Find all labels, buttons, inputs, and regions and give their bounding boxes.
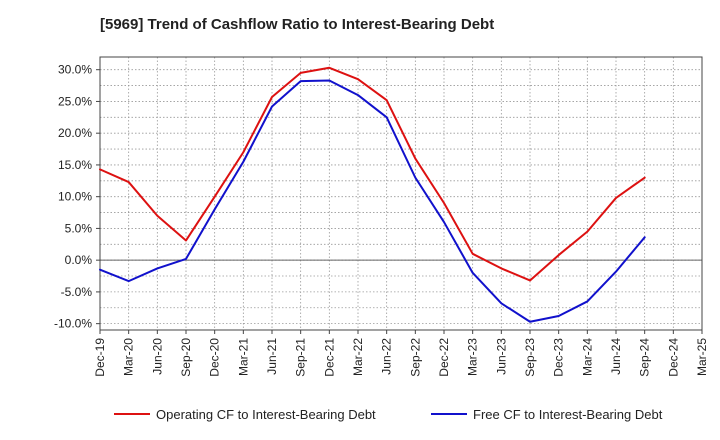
x-tick-label: Mar-25 [695,338,709,376]
x-tick-label: Dec-21 [322,338,336,377]
x-tick-label: Mar-21 [236,338,250,376]
y-tick-label: 15.0% [58,158,92,172]
x-tick-label: Dec-22 [437,338,451,377]
x-tick-label: Dec-20 [208,338,222,377]
x-tick-label: Mar-24 [580,338,594,376]
y-tick-label: -10.0% [54,317,92,331]
x-tick-label: Mar-23 [466,338,480,376]
y-tick-label: 0.0% [65,253,93,267]
x-tick-label: Dec-23 [552,338,566,377]
x-tick-label: Sep-22 [408,338,422,377]
x-tick-label: Sep-21 [294,338,308,377]
y-tick-label: 25.0% [58,94,92,108]
x-tick-label: Mar-22 [351,338,365,376]
x-tick-label: Sep-20 [179,338,193,377]
x-tick-label: Sep-23 [523,338,537,377]
y-tick-label: -5.0% [61,285,93,299]
y-tick-label: 10.0% [58,190,92,204]
chart-title: [5969] Trend of Cashflow Ratio to Intere… [100,16,495,33]
x-tick-label: Jun-20 [150,338,164,375]
legend-label-2: Free CF to Interest-Bearing Debt [473,407,663,422]
legend-label-1: Operating CF to Interest-Bearing Debt [156,407,376,422]
x-tick-label: Dec-19 [93,338,107,377]
x-tick-label: Jun-22 [380,338,394,375]
series-line-1 [99,66,646,282]
series-line-2 [99,79,646,323]
x-tick-label: Jun-23 [494,338,508,375]
x-tick-label: Dec-24 [666,338,680,377]
y-tick-label: 5.0% [65,221,93,235]
plot-area [100,57,702,330]
plot-frame [99,56,703,331]
x-tick-label: Sep-24 [638,338,652,377]
x-tick-label: Jun-24 [609,338,623,375]
y-tick-label: 20.0% [58,126,92,140]
x-tick-label: Jun-21 [265,338,279,375]
y-tick-label: 30.0% [58,63,92,77]
x-tick-label: Mar-20 [122,338,136,376]
